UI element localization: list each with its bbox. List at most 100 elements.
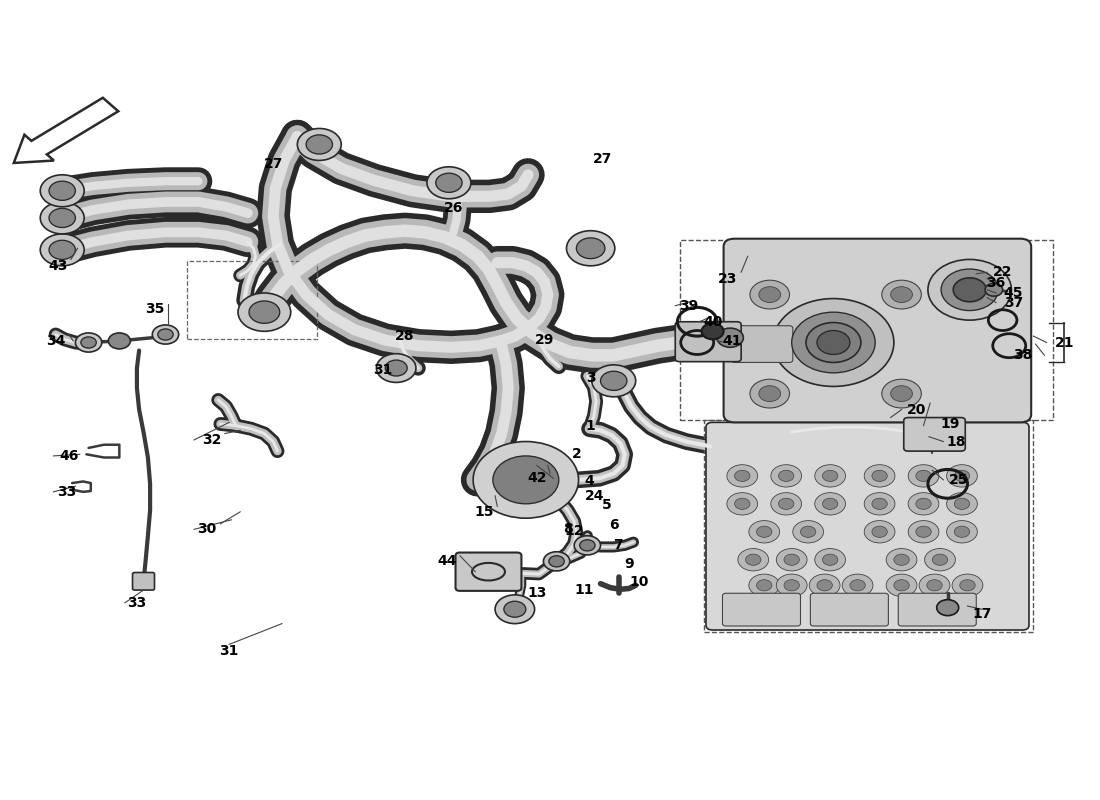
Text: 5: 5 [603, 498, 612, 513]
Circle shape [41, 234, 85, 266]
Circle shape [925, 549, 956, 571]
Circle shape [909, 493, 939, 515]
Circle shape [771, 493, 802, 515]
Text: 13: 13 [527, 586, 547, 600]
Text: 22: 22 [993, 266, 1012, 279]
Circle shape [815, 549, 846, 571]
Circle shape [427, 167, 471, 198]
Circle shape [50, 208, 76, 227]
Circle shape [793, 521, 824, 543]
Text: 19: 19 [940, 417, 959, 431]
Text: 7: 7 [614, 538, 623, 552]
Circle shape [746, 554, 761, 566]
Circle shape [815, 465, 846, 487]
Circle shape [806, 322, 861, 362]
Circle shape [872, 498, 888, 510]
Circle shape [817, 580, 833, 591]
Text: 36: 36 [987, 277, 1005, 290]
Circle shape [749, 521, 780, 543]
Circle shape [249, 301, 279, 323]
Circle shape [493, 456, 559, 504]
Text: 17: 17 [972, 607, 991, 621]
Text: 31: 31 [373, 362, 393, 377]
Text: 27: 27 [264, 158, 283, 171]
Circle shape [817, 330, 850, 354]
Text: 41: 41 [723, 334, 743, 348]
Circle shape [891, 286, 912, 302]
Circle shape [882, 280, 922, 309]
Circle shape [810, 574, 840, 597]
Circle shape [757, 580, 772, 591]
Text: 31: 31 [220, 644, 239, 658]
Text: 28: 28 [395, 329, 415, 343]
Circle shape [543, 552, 570, 571]
Circle shape [759, 386, 781, 402]
Circle shape [580, 540, 595, 551]
Circle shape [735, 498, 750, 510]
Text: 18: 18 [947, 434, 966, 449]
Circle shape [887, 549, 917, 571]
Circle shape [717, 328, 744, 347]
Circle shape [757, 526, 772, 538]
Text: 44: 44 [437, 554, 456, 568]
Circle shape [815, 493, 846, 515]
Circle shape [801, 526, 816, 538]
FancyBboxPatch shape [132, 573, 154, 590]
Circle shape [843, 574, 873, 597]
Circle shape [865, 465, 895, 487]
Circle shape [823, 470, 838, 482]
Circle shape [81, 337, 97, 348]
Circle shape [50, 240, 76, 259]
Text: 35: 35 [145, 302, 164, 316]
Text: 27: 27 [593, 152, 613, 166]
Circle shape [920, 574, 950, 597]
Text: 33: 33 [128, 596, 146, 610]
Text: 37: 37 [1004, 295, 1023, 310]
Circle shape [909, 521, 939, 543]
Text: 10: 10 [629, 575, 649, 589]
Circle shape [916, 526, 932, 538]
Circle shape [773, 298, 894, 386]
Circle shape [385, 360, 407, 376]
Bar [187, 261, 317, 339]
Circle shape [850, 580, 866, 591]
Circle shape [916, 470, 932, 482]
Circle shape [436, 173, 462, 192]
Text: 1: 1 [586, 418, 595, 433]
Circle shape [76, 333, 102, 352]
Text: 9: 9 [625, 557, 634, 570]
Circle shape [727, 493, 758, 515]
Circle shape [872, 470, 888, 482]
Circle shape [942, 269, 998, 310]
Circle shape [592, 365, 636, 397]
Circle shape [927, 580, 943, 591]
Circle shape [955, 498, 970, 510]
Circle shape [891, 386, 912, 402]
Circle shape [601, 371, 627, 390]
Circle shape [823, 498, 838, 510]
Text: 3: 3 [586, 370, 595, 385]
Circle shape [777, 574, 807, 597]
Text: 6: 6 [609, 518, 618, 531]
Text: 8: 8 [563, 522, 572, 536]
FancyBboxPatch shape [723, 594, 801, 626]
Circle shape [549, 556, 564, 567]
FancyBboxPatch shape [811, 594, 889, 626]
Circle shape [504, 602, 526, 618]
Circle shape [41, 174, 85, 206]
Circle shape [986, 283, 1002, 296]
Circle shape [779, 470, 794, 482]
Circle shape [872, 526, 888, 538]
Circle shape [955, 470, 970, 482]
Text: 15: 15 [474, 505, 494, 519]
Text: 40: 40 [703, 314, 723, 329]
Text: 30: 30 [198, 522, 217, 536]
Circle shape [41, 202, 85, 234]
Circle shape [784, 580, 800, 591]
FancyBboxPatch shape [675, 322, 741, 362]
Circle shape [947, 493, 978, 515]
Text: 11: 11 [574, 583, 594, 597]
FancyBboxPatch shape [706, 422, 1028, 630]
Circle shape [576, 238, 605, 258]
Circle shape [953, 574, 983, 597]
